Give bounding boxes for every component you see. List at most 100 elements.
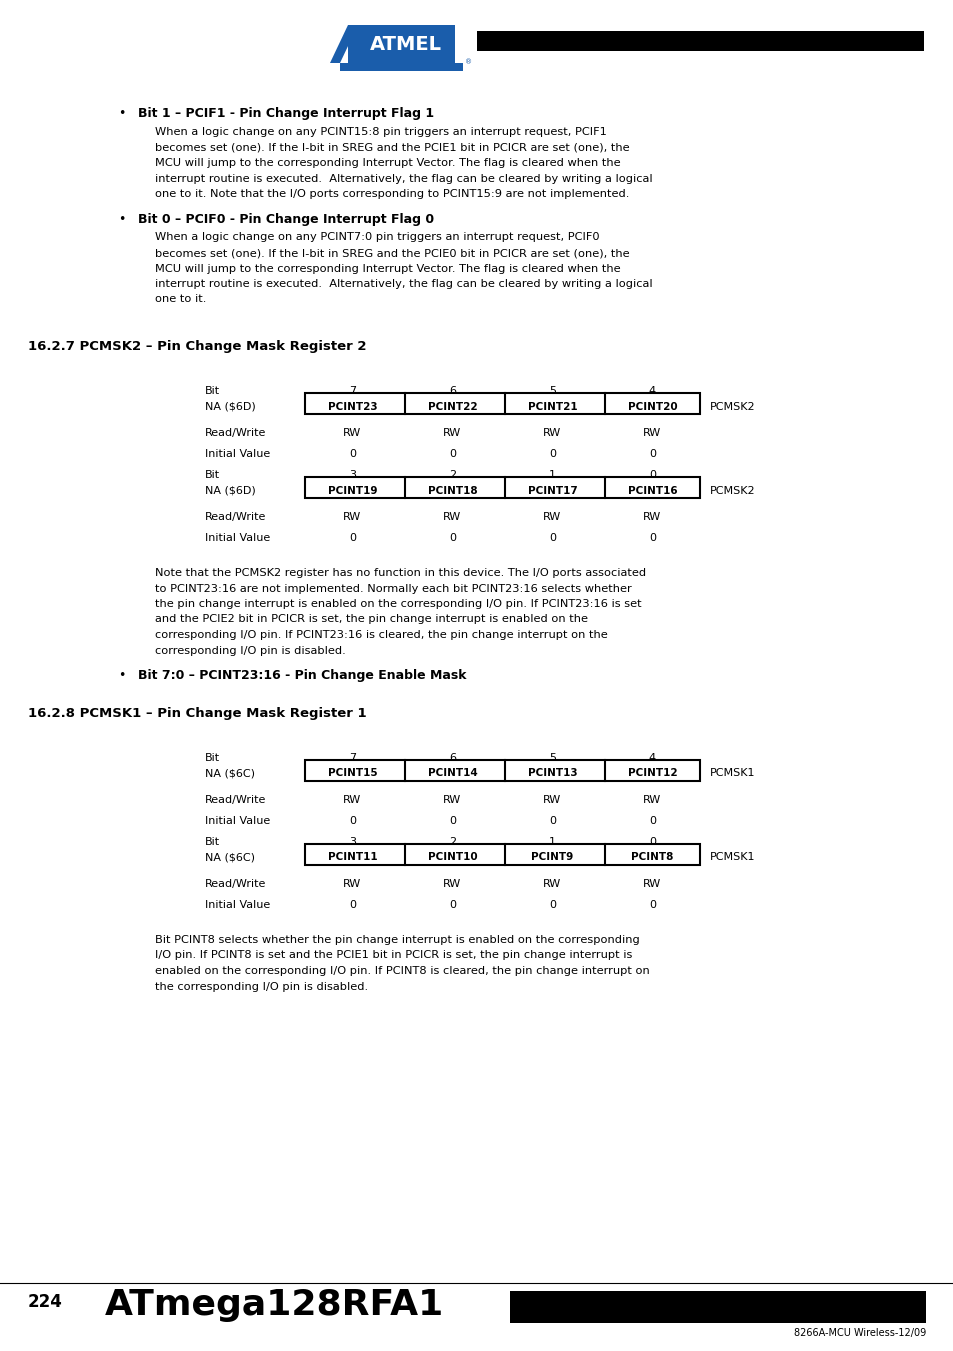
- Text: RW: RW: [543, 428, 561, 438]
- Text: 2: 2: [449, 838, 456, 847]
- Text: PCINT13: PCINT13: [527, 769, 577, 778]
- Text: RW: RW: [642, 880, 661, 889]
- Text: PCINT18: PCINT18: [427, 485, 476, 496]
- Text: MCU will jump to the corresponding Interrupt Vector. The flag is cleared when th: MCU will jump to the corresponding Inter…: [154, 158, 620, 168]
- Text: ATmega128RFA1: ATmega128RFA1: [105, 1288, 444, 1323]
- Bar: [305, 393, 700, 413]
- Text: 0: 0: [449, 900, 456, 911]
- Text: 0: 0: [648, 534, 656, 543]
- Text: the corresponding I/O pin is disabled.: the corresponding I/O pin is disabled.: [154, 981, 368, 992]
- Bar: [348, 26, 455, 65]
- Text: Bit 1 – PCIF1 - Pin Change Interrupt Flag 1: Bit 1 – PCIF1 - Pin Change Interrupt Fla…: [138, 107, 434, 120]
- Text: Read/Write: Read/Write: [205, 880, 266, 889]
- Text: PCINT17: PCINT17: [527, 485, 577, 496]
- Text: the pin change interrupt is enabled on the corresponding I/O pin. If PCINT23:16 : the pin change interrupt is enabled on t…: [154, 598, 641, 609]
- Text: RW: RW: [343, 880, 361, 889]
- Text: PCINT9: PCINT9: [531, 852, 573, 862]
- Text: 7: 7: [349, 386, 355, 396]
- Bar: [339, 63, 462, 72]
- Text: 8266A-MCU Wireless-12/09: 8266A-MCU Wireless-12/09: [793, 1328, 925, 1337]
- Text: PCMSK2: PCMSK2: [709, 485, 755, 496]
- Text: RW: RW: [543, 794, 561, 805]
- Text: MCU will jump to the corresponding Interrupt Vector. The flag is cleared when th: MCU will jump to the corresponding Inter…: [154, 263, 620, 273]
- Text: •: •: [118, 669, 125, 682]
- Text: PCMSK2: PCMSK2: [709, 401, 755, 412]
- Text: corresponding I/O pin. If PCINT23:16 is cleared, the pin change interrupt on the: corresponding I/O pin. If PCINT23:16 is …: [154, 630, 607, 640]
- Text: 16.2.7 PCMSK2 – Pin Change Mask Register 2: 16.2.7 PCMSK2 – Pin Change Mask Register…: [28, 340, 366, 353]
- Text: •: •: [118, 107, 125, 120]
- Text: I/O pin. If PCINT8 is set and the PCIE1 bit in PCICR is set, the pin change inte: I/O pin. If PCINT8 is set and the PCIE1 …: [154, 951, 632, 961]
- Text: PCMSK1: PCMSK1: [709, 852, 755, 862]
- Text: RW: RW: [443, 512, 461, 521]
- Text: 5: 5: [548, 386, 556, 396]
- Text: Bit: Bit: [205, 470, 220, 480]
- Text: Bit 7:0 – PCINT23:16 - Pin Change Enable Mask: Bit 7:0 – PCINT23:16 - Pin Change Enable…: [138, 669, 466, 682]
- Text: one to it.: one to it.: [154, 295, 206, 304]
- Text: Initial Value: Initial Value: [205, 449, 270, 459]
- Text: 0: 0: [349, 900, 355, 911]
- Text: 0: 0: [349, 449, 355, 459]
- Text: RW: RW: [343, 794, 361, 805]
- Text: PCINT11: PCINT11: [327, 852, 377, 862]
- Text: 2: 2: [449, 470, 456, 480]
- Text: PCINT20: PCINT20: [627, 401, 677, 412]
- Text: PCINT12: PCINT12: [627, 769, 677, 778]
- Text: PCINT22: PCINT22: [427, 401, 476, 412]
- Text: 0: 0: [648, 816, 656, 825]
- Text: RW: RW: [343, 428, 361, 438]
- Text: 4: 4: [648, 753, 656, 763]
- Text: 3: 3: [349, 470, 355, 480]
- Text: 0: 0: [548, 449, 556, 459]
- Text: RW: RW: [642, 428, 661, 438]
- Text: RW: RW: [443, 428, 461, 438]
- Text: PCINT10: PCINT10: [427, 852, 476, 862]
- Text: NA ($6D): NA ($6D): [205, 401, 255, 412]
- Text: 5: 5: [548, 753, 556, 763]
- Text: 0: 0: [449, 816, 456, 825]
- Text: PCMSK1: PCMSK1: [709, 769, 755, 778]
- Text: Bit PCINT8 selects whether the pin change interrupt is enabled on the correspond: Bit PCINT8 selects whether the pin chang…: [154, 935, 639, 944]
- Text: 6: 6: [449, 753, 456, 763]
- Bar: [476, 31, 923, 51]
- Text: When a logic change on any PCINT15:8 pin triggers an interrupt request, PCIF1: When a logic change on any PCINT15:8 pin…: [154, 127, 606, 136]
- Polygon shape: [330, 26, 357, 63]
- Text: NA ($6D): NA ($6D): [205, 485, 255, 496]
- Text: to PCINT23:16 are not implemented. Normally each bit PCINT23:16 selects whether: to PCINT23:16 are not implemented. Norma…: [154, 584, 631, 593]
- Text: PCINT23: PCINT23: [327, 401, 377, 412]
- Text: NA ($6C): NA ($6C): [205, 852, 254, 862]
- Text: 0: 0: [648, 900, 656, 911]
- Text: RW: RW: [642, 512, 661, 521]
- Text: PCINT16: PCINT16: [627, 485, 677, 496]
- Text: Bit: Bit: [205, 838, 220, 847]
- Text: corresponding I/O pin is disabled.: corresponding I/O pin is disabled.: [154, 646, 345, 655]
- Text: •: •: [118, 212, 125, 226]
- Text: interrupt routine is executed.  Alternatively, the flag can be cleared by writin: interrupt routine is executed. Alternati…: [154, 173, 652, 184]
- Text: Bit 0 – PCIF0 - Pin Change Interrupt Flag 0: Bit 0 – PCIF0 - Pin Change Interrupt Fla…: [138, 212, 434, 226]
- Text: 1: 1: [548, 838, 556, 847]
- Text: 0: 0: [648, 449, 656, 459]
- Text: Bit: Bit: [205, 386, 220, 396]
- Text: 7: 7: [349, 753, 355, 763]
- Text: 0: 0: [548, 534, 556, 543]
- Text: 3: 3: [349, 838, 355, 847]
- Text: Initial Value: Initial Value: [205, 534, 270, 543]
- Bar: [305, 761, 700, 781]
- Text: Note that the PCMSK2 register has no function in this device. The I/O ports asso: Note that the PCMSK2 register has no fun…: [154, 567, 645, 578]
- Text: 16.2.8 PCMSK1 – Pin Change Mask Register 1: 16.2.8 PCMSK1 – Pin Change Mask Register…: [28, 707, 366, 720]
- Text: ®: ®: [464, 59, 472, 65]
- Text: 0: 0: [648, 838, 656, 847]
- Text: PCINT15: PCINT15: [327, 769, 377, 778]
- Text: PCINT8: PCINT8: [631, 852, 673, 862]
- Bar: [305, 844, 700, 865]
- Text: becomes set (one). If the I-bit in SREG and the PCIE0 bit in PCICR are set (one): becomes set (one). If the I-bit in SREG …: [154, 249, 629, 258]
- Text: becomes set (one). If the I-bit in SREG and the PCIE1 bit in PCICR are set (one): becomes set (one). If the I-bit in SREG …: [154, 142, 629, 153]
- Text: Initial Value: Initial Value: [205, 900, 270, 911]
- Text: 0: 0: [449, 449, 456, 459]
- Text: 1: 1: [548, 470, 556, 480]
- Text: When a logic change on any PCINT7:0 pin triggers an interrupt request, PCIF0: When a logic change on any PCINT7:0 pin …: [154, 232, 599, 242]
- Text: 4: 4: [648, 386, 656, 396]
- Text: 0: 0: [548, 900, 556, 911]
- Text: 6: 6: [449, 386, 456, 396]
- Text: Read/Write: Read/Write: [205, 428, 266, 438]
- Text: 0: 0: [449, 534, 456, 543]
